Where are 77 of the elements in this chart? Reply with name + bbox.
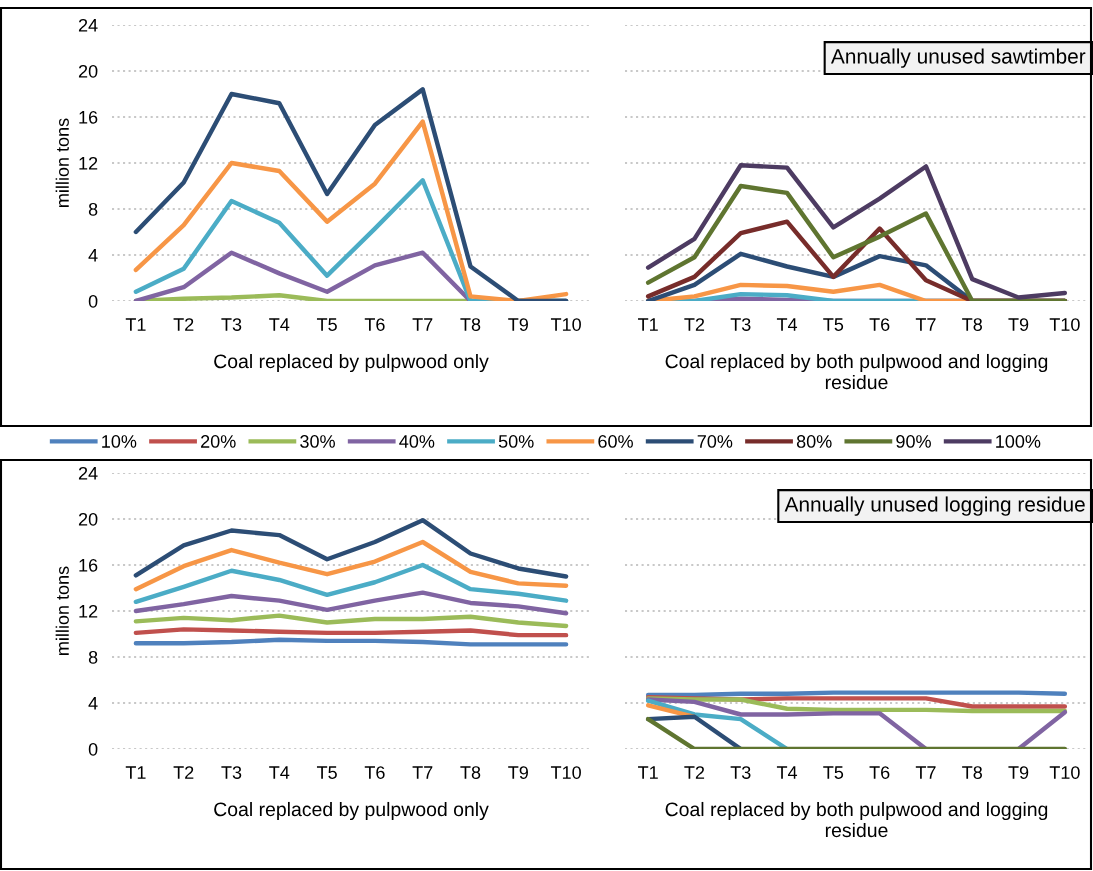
legend-label: 80%	[796, 435, 832, 448]
y-tick-label: 24	[78, 18, 98, 32]
legend-label: 50%	[498, 435, 534, 448]
line-series	[133, 562, 569, 605]
line-series	[133, 539, 569, 592]
y-tick-label: 20	[78, 64, 98, 78]
annotation: Annually unused sawtimber	[830, 48, 1086, 68]
y-tick-label: 0	[88, 294, 98, 308]
x-tick-label: T4	[776, 318, 798, 331]
x-tick-label: T1	[638, 318, 658, 331]
x-tick-label: T2	[173, 318, 194, 331]
x-tick-label: T4	[269, 766, 290, 779]
legend-label: 90%	[896, 435, 931, 448]
y-tick-label: 4	[88, 249, 98, 262]
x-tick-label: T9	[508, 766, 528, 779]
x-tick-label: T8	[962, 318, 982, 331]
y-tick-label: 24	[78, 466, 98, 480]
x-tick-label: T6	[364, 318, 385, 331]
y-tick-label: 4	[88, 697, 98, 710]
x-tick-label: T5	[316, 318, 337, 331]
x-tick-label: T2	[684, 766, 705, 779]
legend-label: 10%	[102, 435, 137, 448]
x-tick-label: T2	[684, 318, 705, 331]
x-tick-label: T10	[1049, 318, 1080, 331]
x-tick-label: T1	[125, 318, 146, 331]
x-tick-label: T4	[269, 318, 290, 331]
x-tick-label: T5	[823, 766, 844, 779]
x-tick-label: T5	[823, 318, 844, 331]
x-tick-label: T9	[508, 318, 528, 331]
x-axis-title: Coal replaced by pulpwood only	[214, 353, 489, 373]
y-tick-label: 8	[88, 650, 98, 664]
x-tick-label: T3	[730, 766, 751, 779]
x-tick-label: T9	[1008, 766, 1029, 779]
y-tick-label: 16	[79, 110, 98, 124]
x-axis-title: Coal replaced by both pulpwood and logging residue	[665, 801, 1048, 838]
x-tick-label: T7	[915, 766, 936, 779]
y-axis-title: million tons	[55, 566, 69, 655]
x-tick-label: T8	[962, 766, 982, 779]
y-tick-label: 16	[79, 558, 98, 572]
x-tick-label: T1	[638, 766, 658, 779]
x-tick-label: T7	[412, 318, 433, 331]
x-tick-label: T10	[550, 766, 581, 779]
x-tick-label: T4	[776, 766, 798, 779]
x-tick-label: T5	[316, 766, 337, 779]
x-axis-title: Coal replaced by both pulpwood and logging residue	[665, 353, 1048, 390]
y-tick-label: 20	[78, 512, 98, 526]
legend-label: 100%	[996, 435, 1041, 448]
line-series	[133, 613, 569, 629]
x-tick-label: T2	[173, 766, 194, 779]
legend-label: 40%	[399, 435, 435, 448]
x-tick-label: T6	[364, 766, 385, 779]
x-tick-label: T3	[221, 766, 242, 779]
x-axis-title: Coal replaced by pulpwood only	[214, 801, 489, 821]
x-tick-label: T3	[730, 318, 751, 331]
y-tick-label: 8	[88, 202, 98, 216]
legend-label: 60%	[598, 435, 633, 448]
y-tick-label: 12	[79, 604, 98, 618]
x-tick-label: T6	[869, 318, 890, 331]
legend-label: 70%	[697, 435, 733, 448]
y-tick-label: 12	[79, 156, 98, 170]
x-tick-label: T10	[1049, 766, 1080, 779]
legend-label: 20%	[201, 435, 236, 448]
legend-label: 30%	[300, 435, 335, 448]
annotation: Annually unused logging residue	[784, 496, 1085, 516]
x-tick-label: T7	[412, 766, 433, 779]
y-axis-title: million tons	[55, 118, 69, 207]
line-series	[133, 590, 569, 616]
x-tick-label: T10	[550, 318, 581, 331]
line-series	[133, 517, 569, 579]
x-tick-label: T1	[125, 766, 146, 779]
x-tick-label: T8	[460, 318, 481, 331]
x-tick-label: T6	[869, 766, 890, 779]
x-tick-label: T3	[221, 318, 242, 331]
x-tick-label: T7	[915, 318, 936, 331]
y-tick-label: 0	[88, 742, 98, 756]
x-tick-label: T8	[460, 766, 481, 779]
x-tick-label: T9	[1008, 318, 1029, 331]
